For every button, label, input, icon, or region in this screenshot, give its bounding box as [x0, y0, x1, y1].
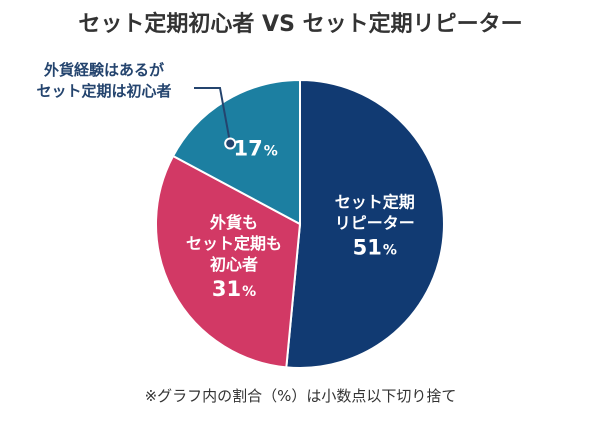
slice-value-number: 51 [352, 235, 382, 260]
slice-label-line: 外貨も [209, 213, 258, 233]
pie-slice-1 [155, 154, 302, 369]
pie-slice-0 [285, 78, 445, 369]
slice-label-2: 17% [233, 134, 277, 165]
callout-marker-dot [224, 137, 237, 150]
callout-line-2: セット定期は初心者 [36, 82, 172, 100]
slice-value-label: 17% [233, 134, 277, 165]
slice-value-unit: % [382, 242, 397, 259]
callout-label: 外貨経験はあるが セット定期は初心者 [4, 60, 204, 102]
chart-title: セット定期初心者 VS セット定期リピーター [78, 12, 523, 37]
slice-label-0: セット定期 リピーター 51% [335, 191, 415, 264]
slice-label-line: リピーター [334, 213, 415, 233]
pie-slice-2 [171, 78, 301, 226]
callout-line-1: 外貨経験はあるが [43, 61, 164, 79]
slice-value-unit: % [263, 143, 278, 160]
slice-label-line: セット定期も [185, 234, 282, 254]
slice-value-number: 17 [233, 136, 263, 161]
slice-label-line: セット定期 [334, 192, 415, 212]
slice-value-label: 51% [335, 233, 415, 264]
slice-value-number: 31 [211, 277, 242, 302]
slice-label-1: 外貨も セット定期も 初心者 31% [186, 212, 282, 306]
slice-value-unit: % [242, 284, 257, 301]
footnote: ※グラフ内の割合（%）は小数点以下切り捨て [144, 387, 457, 405]
slice-value-label: 31% [186, 275, 282, 306]
callout-leader-line [194, 87, 232, 144]
slice-label-line: 初心者 [209, 255, 258, 275]
